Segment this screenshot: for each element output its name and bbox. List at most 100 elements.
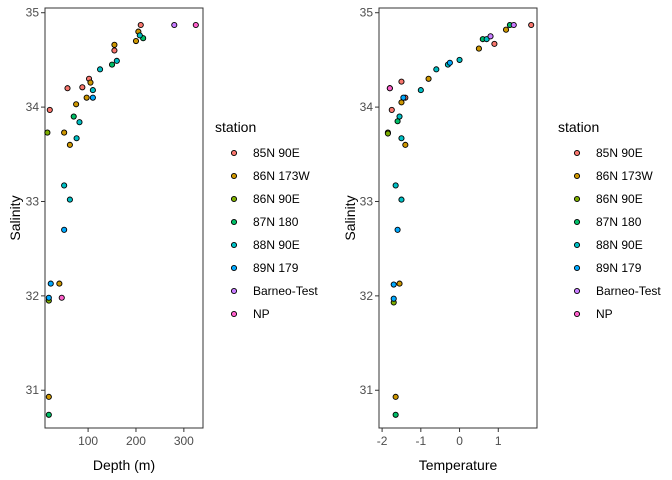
x-tick-label: 0 [456,434,463,448]
data-point [66,141,73,148]
data-point [83,94,90,101]
data-point [456,56,463,63]
legend-key [573,310,581,318]
data-point [89,94,96,101]
y-tick-label: 35 [26,6,40,20]
x-tick-label: -1 [415,434,426,448]
data-point [136,32,143,39]
legend-label: 85N 90E [253,146,300,160]
data-point [44,129,51,136]
legend-key [573,195,581,203]
data-point [73,101,80,108]
data-point [398,196,405,203]
data-point [491,40,498,47]
legend-label: 89N 179 [596,261,642,275]
data-point [56,280,63,287]
x-axis-title: Depth (m) [93,457,155,473]
data-point [87,79,94,86]
data-point [79,84,86,91]
data-point [384,130,391,137]
data-point [70,113,77,120]
y-tick-label: 32 [360,289,374,303]
legend-label: 86N 173W [253,169,310,183]
data-point [417,87,424,94]
data-point [386,85,393,92]
legend-key [230,149,238,157]
legend-item: 85N 90E [230,146,300,160]
legend-item: NP [230,307,270,321]
y-tick-label: 31 [360,383,374,397]
panel-border [44,7,204,429]
legend-key [573,241,581,249]
x-ticks: 100 200 300 [78,428,194,448]
y-tick-label: 34 [360,100,374,114]
data-point [58,294,65,301]
data-point [192,21,199,29]
legend-key [230,310,238,318]
data-point [475,45,482,52]
legend-right: station 85N 90E 86N 173W 86N 90E 87N 180 88N… [558,119,661,321]
y-tick-label: 32 [26,289,40,303]
legend-item: 86N 173W [230,169,310,183]
data-point [425,75,432,82]
data-point [446,59,453,66]
legend-key [230,287,238,295]
points [384,21,535,418]
legend-title: station [215,119,256,135]
legend-item: 88N 90E [573,238,643,252]
data-point [487,33,494,40]
data-point [76,119,83,126]
legend-key [230,172,238,180]
y-axis-title: Salinity [342,195,358,240]
data-point [61,226,68,233]
data-point [97,66,104,73]
data-point [394,226,401,233]
data-point [390,295,397,302]
legend-entries: 85N 90E 86N 173W 86N 90E 87N 180 88N 90E 89N … [573,146,661,321]
depth-salinity-panel: 100 200 300 31 32 33 34 35 Depth (m) Salinity [7,6,204,473]
data-point [398,78,405,85]
legend-item: 85N 90E [573,146,643,160]
data-point [171,21,178,29]
y-ticks: 31 32 33 34 35 [26,6,45,397]
legend-label: NP [253,307,270,321]
legend-label: NP [596,307,613,321]
points [44,21,199,418]
data-point [502,26,510,33]
data-point [396,280,403,287]
legend-label: Barneo-Test [596,284,661,298]
x-tick-label: 300 [174,434,194,448]
data-point [433,66,440,73]
data-point [45,294,52,301]
y-tick-label: 34 [26,100,40,114]
legend-item: 87N 180 [230,215,299,229]
legend-left: station 85N 90E 86N 173W 86N 90E 87N 180 88N… [215,119,318,321]
data-point [528,21,535,29]
legend-key [230,218,238,226]
data-point [111,47,118,54]
legend-item: Barneo-Test [230,284,318,298]
legend-label: 86N 90E [596,192,643,206]
legend-key [573,172,581,180]
data-point [46,106,53,113]
data-point [47,280,54,287]
data-point [137,21,144,29]
x-tick-label: 1 [495,434,502,448]
data-point [113,57,120,64]
legend-key [573,287,581,295]
data-point [396,113,403,120]
temperature-salinity-panel: -2 -1 0 1 31 32 33 34 35 Temperature Salinity [342,6,538,473]
legend-title: station [558,119,599,135]
legend-key [230,241,238,249]
legend-label: 87N 180 [596,215,642,229]
y-tick-label: 31 [26,383,40,397]
data-point [61,182,68,189]
data-point [392,182,399,189]
legend-item: 87N 180 [573,215,642,229]
data-point [510,21,517,29]
legend-key [573,264,581,272]
legend-item: 89N 179 [573,261,642,275]
legend-item: 86N 90E [230,192,300,206]
x-ticks: -2 -1 0 1 [377,428,502,448]
legend-key [230,195,238,203]
